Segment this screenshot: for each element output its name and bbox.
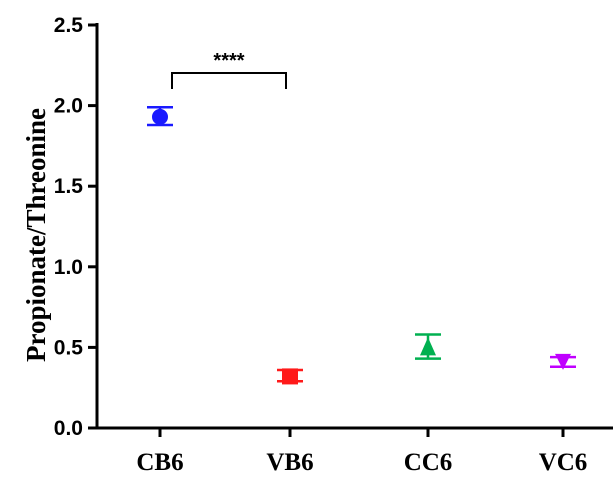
data-points bbox=[147, 105, 576, 385]
marker-triangle-down bbox=[555, 353, 571, 370]
data-point-cb6 bbox=[147, 105, 173, 127]
significance-label: **** bbox=[213, 50, 244, 72]
data-point-vc6 bbox=[550, 353, 576, 370]
x-category-label: CC6 bbox=[404, 449, 453, 476]
significance-annotation: **** bbox=[171, 50, 287, 89]
data-point-cc6 bbox=[415, 333, 441, 360]
marker-circle bbox=[152, 108, 168, 125]
axes bbox=[95, 23, 613, 430]
significance-bracket bbox=[171, 72, 287, 89]
x-axis-categories: CB6 VB6 CC6 VC6 bbox=[136, 428, 587, 476]
x-category-label: VB6 bbox=[266, 449, 313, 476]
y-tick-label: 2.5 bbox=[54, 14, 84, 37]
y-tick-label: 1.0 bbox=[54, 256, 83, 279]
marker-triangle-up bbox=[420, 337, 436, 356]
x-category-label: CB6 bbox=[136, 449, 183, 476]
marker-square bbox=[282, 368, 298, 385]
y-axis-label: Propionate/Threonine bbox=[21, 108, 51, 362]
x-category-label: VC6 bbox=[539, 449, 588, 476]
y-tick-label: 0.0 bbox=[54, 417, 83, 440]
y-tick-label: 0.5 bbox=[54, 336, 84, 359]
data-point-vb6 bbox=[277, 368, 303, 385]
y-tick-label: 2.0 bbox=[54, 95, 83, 118]
y-axis-ticks: 0.0 0.5 1.0 1.5 2.0 2.5 bbox=[54, 14, 97, 440]
y-tick-label: 1.5 bbox=[54, 175, 84, 198]
